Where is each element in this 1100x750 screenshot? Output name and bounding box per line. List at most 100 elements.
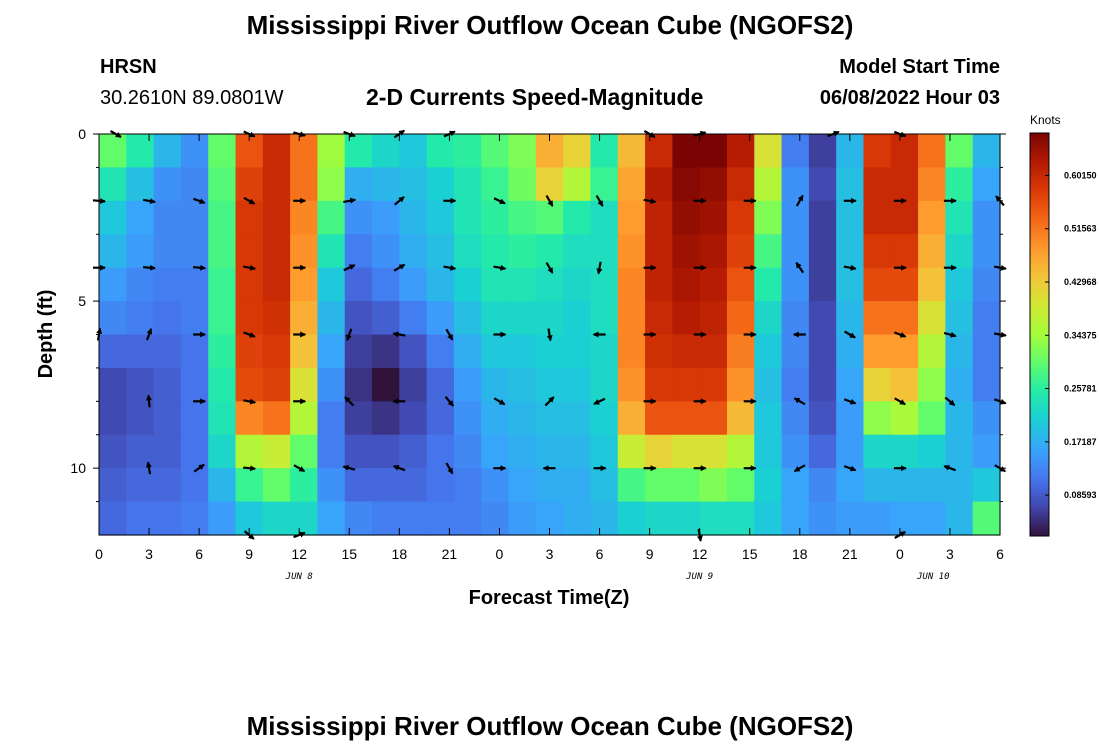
heatmap-cell bbox=[290, 167, 319, 202]
current-vector bbox=[545, 195, 554, 207]
heatmap-cell bbox=[508, 334, 537, 369]
heatmap-cell bbox=[563, 134, 592, 169]
x-tick-label: 18 bbox=[392, 546, 408, 562]
heatmap-cell bbox=[235, 367, 264, 402]
heatmap-cell bbox=[972, 234, 1001, 269]
heatmap-cell bbox=[481, 167, 510, 202]
heatmap-cell bbox=[672, 267, 701, 302]
heatmap-cell bbox=[126, 234, 155, 269]
heatmap-cell bbox=[481, 434, 510, 469]
colorbar-tick-label: 0.17187 bbox=[1064, 437, 1097, 447]
heatmap-cell bbox=[262, 301, 291, 336]
heatmap-cell bbox=[426, 167, 455, 202]
current-vector bbox=[493, 197, 506, 205]
heatmap-cell bbox=[372, 401, 400, 436]
heatmap-cell bbox=[535, 434, 564, 469]
heatmap-cell bbox=[590, 401, 619, 436]
current-vector bbox=[293, 531, 306, 539]
heatmap-cell bbox=[645, 200, 673, 235]
heatmap-cell bbox=[453, 401, 482, 436]
heatmap-cell bbox=[317, 301, 346, 336]
heatmap-cell bbox=[836, 468, 865, 503]
heatmap-cell bbox=[99, 234, 127, 269]
heatmap-cell bbox=[262, 367, 291, 402]
heatmap-cell bbox=[99, 434, 127, 469]
heatmap-cell bbox=[781, 301, 810, 336]
y-tick-label: 5 bbox=[78, 293, 86, 309]
heatmap-cell bbox=[317, 334, 346, 369]
current-vector bbox=[493, 397, 506, 406]
heatmap-cell bbox=[262, 468, 291, 503]
heatmap-cell bbox=[372, 434, 400, 469]
heatmap-cell bbox=[453, 434, 482, 469]
heatmap-cell bbox=[126, 501, 155, 536]
heatmap-cell bbox=[399, 401, 428, 436]
heatmap-cell bbox=[399, 267, 428, 302]
heatmap-cell bbox=[508, 468, 537, 503]
heatmap-cell bbox=[180, 434, 209, 469]
heatmap-cell bbox=[808, 267, 837, 302]
heatmap-cell bbox=[126, 267, 155, 302]
heatmap-cell bbox=[453, 501, 482, 536]
heatmap-cell bbox=[945, 167, 974, 202]
heatmap-cell bbox=[754, 234, 783, 269]
current-vector bbox=[795, 194, 804, 207]
heatmap-cell bbox=[699, 134, 728, 169]
heatmap-cell bbox=[508, 367, 537, 402]
current-vector bbox=[145, 327, 153, 341]
heatmap-cell bbox=[836, 367, 865, 402]
heatmap-cell bbox=[508, 267, 537, 302]
current-vector bbox=[243, 465, 257, 472]
heatmap-cell bbox=[836, 234, 865, 269]
heatmap-cell bbox=[645, 167, 673, 202]
heatmap-cell bbox=[262, 200, 291, 235]
heatmap-cell bbox=[235, 468, 264, 503]
model-start-value: 06/08/2022 Hour 03 bbox=[819, 87, 1000, 109]
heatmap-cell bbox=[972, 134, 1001, 169]
heatmap-cell bbox=[726, 267, 755, 302]
heatmap-cell bbox=[672, 334, 701, 369]
colorbar-tick-label: 0.42968 bbox=[1064, 277, 1097, 287]
heatmap-cell bbox=[290, 434, 319, 469]
heatmap-cell bbox=[726, 367, 755, 402]
heatmap-cell bbox=[153, 234, 182, 269]
heatmap-cell bbox=[726, 468, 755, 503]
heatmap-cell bbox=[863, 167, 892, 202]
heatmap-cell bbox=[563, 301, 592, 336]
current-vector bbox=[894, 531, 906, 539]
heatmap-cell bbox=[481, 200, 510, 235]
x-tick-label: 9 bbox=[245, 546, 253, 562]
current-vector bbox=[243, 130, 256, 138]
heatmap-cell bbox=[726, 434, 755, 469]
heatmap-cell bbox=[99, 334, 127, 369]
current-vector bbox=[793, 397, 806, 406]
current-vector bbox=[243, 264, 257, 271]
heatmap-cell bbox=[563, 468, 592, 503]
heatmap-cell bbox=[235, 401, 264, 436]
colorbar-tick-label: 0.08593 bbox=[1064, 490, 1097, 500]
current-vector bbox=[827, 130, 840, 138]
heatmap-cell bbox=[426, 501, 455, 536]
heatmap-cell bbox=[863, 367, 892, 402]
heatmap-cell bbox=[535, 301, 564, 336]
heatmap-cell bbox=[317, 167, 346, 202]
heatmap-cell bbox=[399, 301, 428, 336]
heatmap-cell bbox=[972, 301, 1001, 336]
heatmap-cell bbox=[918, 501, 946, 536]
heatmap-cell bbox=[99, 401, 127, 436]
heatmap-cell bbox=[372, 234, 400, 269]
heatmap-cell bbox=[481, 401, 510, 436]
heatmap-cell bbox=[426, 234, 455, 269]
heatmap-cell bbox=[372, 301, 400, 336]
heatmap-cell bbox=[863, 301, 892, 336]
current-vector bbox=[643, 198, 657, 204]
heatmap-cell bbox=[508, 434, 537, 469]
heatmap-cell bbox=[535, 234, 564, 269]
heatmap-cell bbox=[453, 334, 482, 369]
heatmap-cell bbox=[836, 167, 865, 202]
heatmap-cell bbox=[399, 434, 428, 469]
heatmap-cell bbox=[126, 167, 155, 202]
heatmap-cell bbox=[918, 200, 946, 235]
heatmap-cell bbox=[208, 200, 237, 235]
